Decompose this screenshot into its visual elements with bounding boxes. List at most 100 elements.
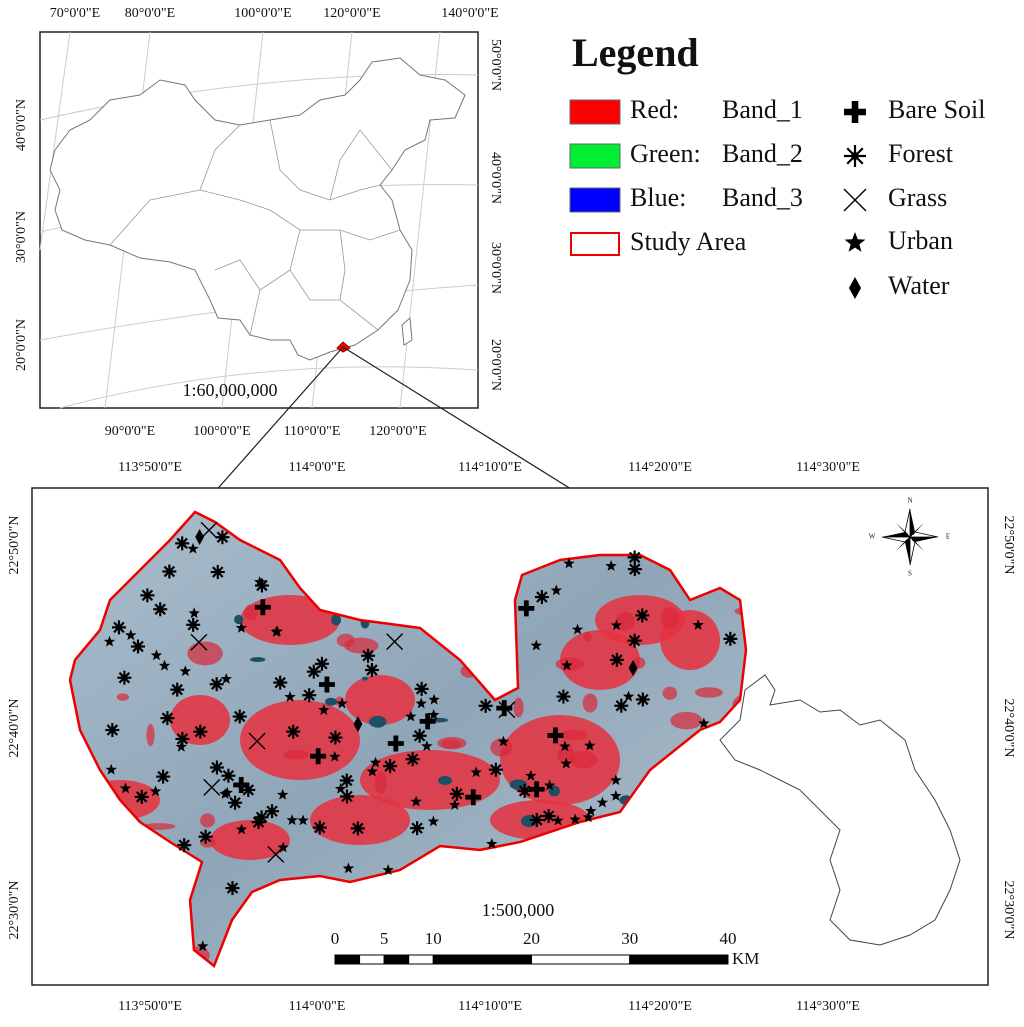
asterisk-center <box>245 787 251 793</box>
symbol <box>421 740 433 752</box>
water-patch <box>509 779 528 790</box>
inset-lat-label: 30°0'0"N <box>14 211 29 263</box>
asterisk-center <box>417 733 423 739</box>
star-symbol <box>276 788 289 800</box>
symbol <box>103 635 116 647</box>
plus-symbol <box>518 600 535 617</box>
asterisk-center <box>190 622 196 628</box>
symbol <box>297 814 309 826</box>
symbol <box>486 837 498 849</box>
star-symbol <box>336 697 348 709</box>
symbol <box>203 778 221 796</box>
symbol <box>405 710 417 722</box>
star-symbol <box>405 710 417 722</box>
asterisk-center <box>317 825 323 831</box>
main-lon-label: 114°0'0"E <box>289 460 346 475</box>
symbol <box>410 795 422 807</box>
asterisk-center <box>410 756 416 762</box>
band-swatch <box>569 99 621 125</box>
asterisk-center <box>483 703 489 709</box>
star-symbol <box>235 621 248 633</box>
symbol <box>286 814 298 826</box>
x-symbol <box>267 845 285 863</box>
star-symbol <box>149 785 162 797</box>
asterisk-center <box>639 612 645 618</box>
asterisk-center <box>214 681 220 687</box>
symbol <box>614 698 629 713</box>
star-symbol <box>270 626 282 637</box>
coordinate-labels: 70°0'0"E 80°0'0"E 100°0'0"E 120°0'0"E 140°0'… <box>7 6 1016 1014</box>
band-name: Band_3 <box>722 183 803 212</box>
symbol <box>200 521 218 539</box>
symbol <box>215 530 230 545</box>
vegetation-patch <box>360 750 500 810</box>
vegetation-patch <box>170 695 230 745</box>
symbol <box>156 769 171 784</box>
symbol <box>428 693 440 705</box>
plus-symbol <box>318 676 335 693</box>
symbol <box>220 672 232 684</box>
asterisk-center <box>109 727 115 733</box>
asterisk-center <box>225 773 231 779</box>
symbol <box>530 639 542 651</box>
symbol <box>253 576 266 587</box>
symbol <box>383 759 398 774</box>
star-symbol <box>571 623 584 635</box>
inset-lon-label: 110°0'0"E <box>284 424 341 439</box>
symbol <box>723 631 738 646</box>
symbol <box>336 697 348 709</box>
symbol <box>412 728 427 743</box>
symbol <box>175 740 187 752</box>
class-label: Grass <box>888 183 947 212</box>
star-symbol <box>622 690 635 702</box>
star-symbol <box>844 232 866 252</box>
symbol <box>560 757 572 769</box>
main-lon-label: 114°0'0"E <box>289 999 346 1014</box>
symbol <box>844 145 866 167</box>
symbol <box>254 810 269 825</box>
star-symbol <box>610 774 622 786</box>
vegetation-patch <box>633 657 646 669</box>
symbol <box>235 621 248 633</box>
leader-line <box>196 346 344 513</box>
asterisk-center <box>144 592 150 598</box>
x-symbol <box>386 633 404 651</box>
band-label: Red: <box>630 95 679 124</box>
symbol <box>556 689 571 704</box>
star-symbol <box>584 739 596 751</box>
class-label: Water <box>888 271 950 300</box>
symbol <box>605 560 617 571</box>
main-lon-label: 114°20'0"E <box>628 460 692 475</box>
symbol <box>328 730 343 745</box>
asterisk-center <box>539 594 545 600</box>
asterisk-center <box>219 534 225 540</box>
star-symbol <box>125 629 137 641</box>
symbol <box>248 732 266 750</box>
main-lat-label: 22°50'0"N <box>1001 516 1016 575</box>
band-swatch <box>569 187 621 213</box>
inset-lat-label: 50°0'0"N <box>488 39 503 91</box>
symbol <box>610 789 622 801</box>
star-symbol <box>369 756 382 768</box>
water-patch <box>330 614 342 626</box>
symbol <box>219 788 231 799</box>
vegetation-patch <box>490 738 513 757</box>
vegetation-patch <box>345 675 415 725</box>
asterisk-center <box>179 540 185 546</box>
star-symbol <box>286 814 298 826</box>
asterisk-center <box>290 729 296 735</box>
asterisk-center <box>269 808 275 814</box>
asterisk-center <box>259 814 265 820</box>
symbol <box>265 804 280 819</box>
x-symbol <box>200 521 218 539</box>
plus-symbol <box>528 781 545 798</box>
water-patch <box>438 775 453 785</box>
asterisk-center <box>493 767 499 773</box>
inset-lat-label: 20°0'0"N <box>488 339 503 391</box>
inset-scale: 1:60,000,000 <box>182 380 277 400</box>
symbol <box>414 681 429 696</box>
asterisk-center <box>560 694 566 700</box>
inset-lon-label: 80°0'0"E <box>125 6 175 21</box>
star-symbol <box>253 576 266 587</box>
scale-segment <box>531 954 631 965</box>
